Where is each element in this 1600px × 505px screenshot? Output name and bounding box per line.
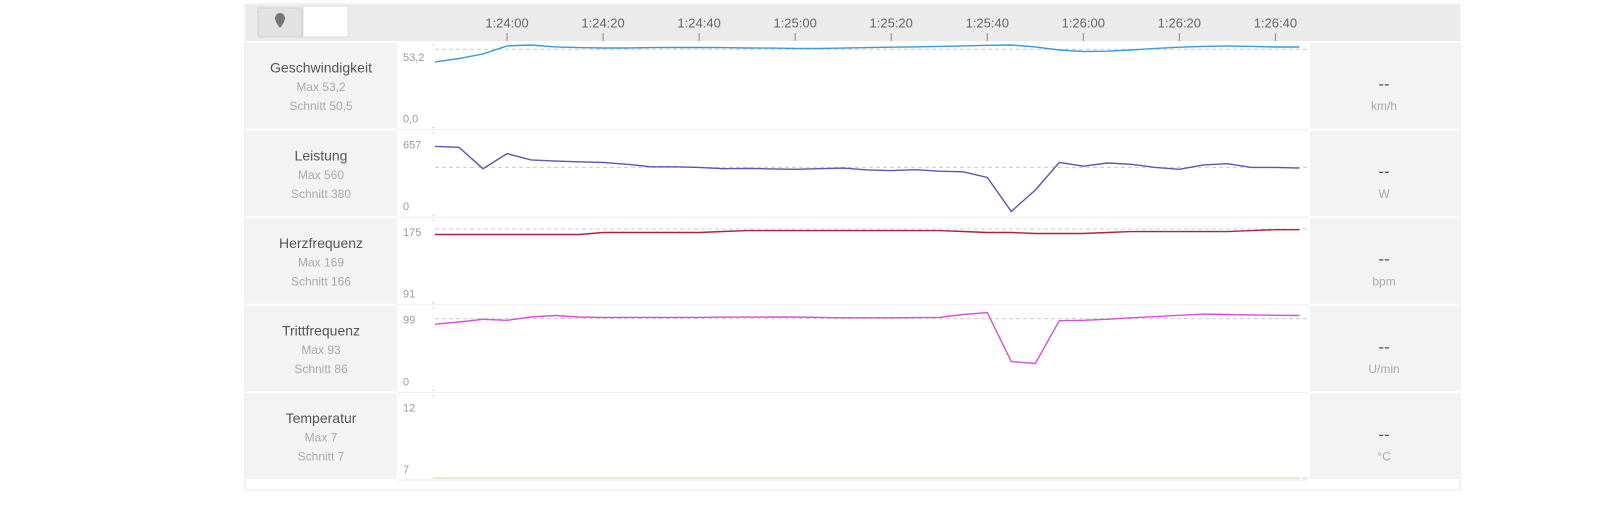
x-tick-label: 1:25:20 <box>870 15 913 30</box>
y-tick-label: 53,2 <box>403 52 424 64</box>
value-cell <box>1310 130 1459 217</box>
data-line <box>435 229 1300 236</box>
panel-avg: Schnitt 50,5 <box>289 99 353 113</box>
data-line <box>434 44 1300 63</box>
y-tick-label: 12 <box>403 402 415 414</box>
panel-max: Max 169 <box>298 255 344 269</box>
unit: °C <box>1377 450 1391 464</box>
value-cell <box>1310 218 1459 304</box>
label-cell <box>246 305 397 392</box>
header-bar <box>246 5 1459 41</box>
panel-title: Trittfrequenz <box>282 323 360 339</box>
x-tick-label: 1:25:00 <box>773 15 816 30</box>
y-tick-label: 0 <box>403 376 409 388</box>
y-tick-label: 91 <box>403 289 415 301</box>
unit: km/h <box>1371 99 1397 113</box>
x-tick-label: 1:24:20 <box>581 15 624 30</box>
panel-max: Max 93 <box>301 343 341 357</box>
panel-max: Max 560 <box>298 168 344 182</box>
x-tick-label: 1:24:40 <box>677 15 720 30</box>
y-tick-label: 99 <box>403 315 415 327</box>
label-cell <box>246 43 397 129</box>
panel-max: Max 7 <box>305 431 338 445</box>
x-tick-label: 1:26:40 <box>1254 15 1297 30</box>
y-tick-label: 175 <box>403 227 421 239</box>
card <box>244 3 1461 491</box>
data-line <box>434 145 1300 213</box>
x-tick-label: 1:25:40 <box>966 15 1009 30</box>
x-tick-label: 1:24:00 <box>485 15 528 30</box>
label-cell <box>246 218 397 304</box>
panel-avg: Schnitt 86 <box>294 362 348 376</box>
current-value: -- <box>1378 425 1389 444</box>
value-cell <box>1310 305 1459 392</box>
current-value: -- <box>1378 74 1389 93</box>
panel-avg: Schnitt 380 <box>291 187 351 201</box>
panel-title: Geschwindigkeit <box>270 60 372 76</box>
label-cell <box>246 393 397 479</box>
current-value: -- <box>1378 162 1389 181</box>
y-tick-label: 7 <box>403 464 409 476</box>
panel-max: Max 53,2 <box>296 80 346 94</box>
value-cell <box>1310 43 1459 129</box>
blank-button[interactable] <box>302 5 349 38</box>
current-value: -- <box>1378 337 1389 356</box>
pin-icon <box>275 13 285 28</box>
value-cell <box>1310 393 1459 479</box>
panel-title: Herzfrequenz <box>279 235 363 251</box>
panel-avg: Schnitt 7 <box>298 450 345 464</box>
data-line <box>434 311 1300 365</box>
current-value: -- <box>1378 250 1389 269</box>
y-tick-label: 0,0 <box>403 114 418 126</box>
x-tick-label: 1:26:20 <box>1158 15 1201 30</box>
unit: W <box>1378 187 1390 201</box>
panel-avg: Schnitt 166 <box>291 274 351 288</box>
y-tick-label: 0 <box>403 201 409 213</box>
panel-title: Leistung <box>295 147 348 163</box>
y-tick-label: 657 <box>403 140 421 152</box>
unit: U/min <box>1368 362 1399 376</box>
panel-title: Temperatur <box>286 410 357 426</box>
label-cell <box>246 130 397 217</box>
x-tick-label: 1:26:00 <box>1062 15 1105 30</box>
unit: bpm <box>1372 274 1395 288</box>
